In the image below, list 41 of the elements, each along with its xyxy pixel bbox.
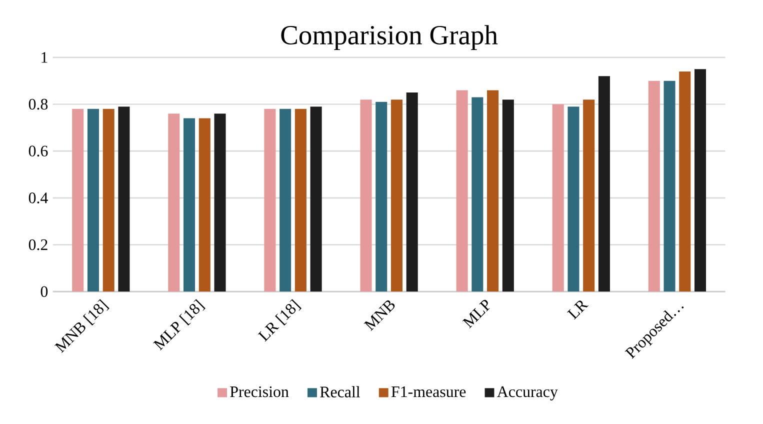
legend-label: Recall xyxy=(320,386,360,398)
bar xyxy=(376,102,388,292)
bar xyxy=(568,106,580,292)
bar xyxy=(198,118,210,292)
bar xyxy=(648,80,660,292)
bar xyxy=(294,109,306,292)
bar xyxy=(390,100,403,292)
bar xyxy=(310,106,322,292)
bar xyxy=(487,90,499,292)
x-tick-label: LR xyxy=(567,300,589,320)
bar xyxy=(694,69,706,292)
bar xyxy=(552,104,564,292)
bar xyxy=(102,109,114,292)
y-tick-label: 0.4 xyxy=(28,192,48,204)
bar xyxy=(583,100,595,292)
legend-label: Accuracy xyxy=(497,386,558,400)
bar xyxy=(72,109,84,292)
bar xyxy=(87,109,99,292)
bar xyxy=(679,72,691,292)
bar xyxy=(118,106,130,292)
legend-label: F1-measure xyxy=(391,386,466,398)
y-tick-label: 0.2 xyxy=(28,239,48,250)
bar xyxy=(168,114,180,292)
y-tick-label: 1 xyxy=(42,52,48,63)
bar xyxy=(456,90,468,292)
bar xyxy=(360,100,372,292)
bar xyxy=(472,97,484,292)
legend-label: Precision xyxy=(230,386,289,398)
bar xyxy=(264,109,276,292)
bar xyxy=(280,109,292,292)
bar xyxy=(664,80,676,292)
chart-title: Comparision Graph xyxy=(281,25,498,50)
bar xyxy=(184,118,196,292)
bar xyxy=(406,92,418,292)
x-tick-label: LR [18] xyxy=(258,299,302,342)
bar xyxy=(598,76,610,292)
y-tick-label: 0.8 xyxy=(28,98,48,110)
bar xyxy=(502,100,514,292)
y-tick-label: 0 xyxy=(40,286,48,298)
y-tick-label: 0.6 xyxy=(28,146,48,157)
bar xyxy=(214,114,226,292)
